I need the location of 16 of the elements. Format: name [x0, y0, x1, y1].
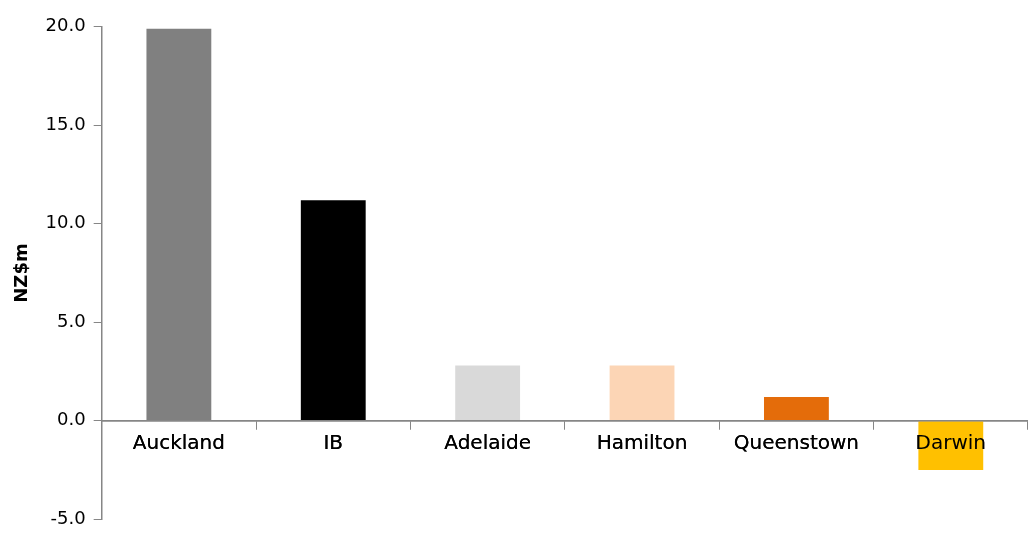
bar [609, 365, 675, 421]
x-tick-label: Hamilton [596, 429, 688, 454]
y-tick-label: 5.0 [57, 309, 86, 331]
y-tick-label: -5.0 [50, 506, 86, 528]
bar [764, 397, 829, 421]
x-tick-label: Adelaide [444, 429, 531, 454]
x-tick-label: Queenstown [733, 429, 860, 454]
y-tick-label: 0.0 [57, 408, 86, 430]
x-tick-label: IB [323, 429, 344, 454]
y-tick-label: 20.0 [45, 14, 86, 36]
bar [300, 200, 366, 421]
y-axis-title: NZ$m [10, 243, 32, 303]
y-tick-label: 10.0 [45, 211, 86, 233]
y-tick-label: 15.0 [45, 112, 86, 134]
bar [455, 365, 521, 421]
x-tick-label: Auckland [132, 429, 225, 454]
